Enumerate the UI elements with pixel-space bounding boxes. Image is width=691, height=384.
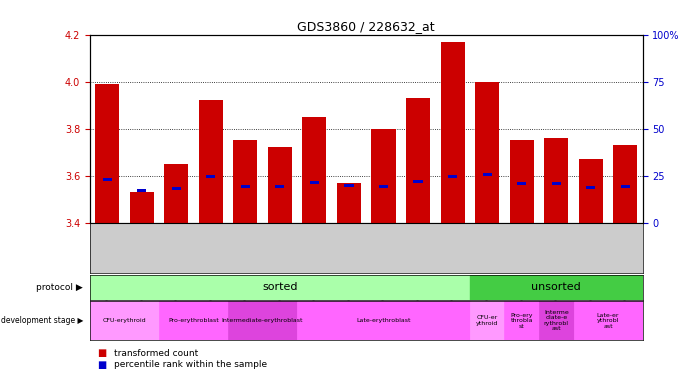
Bar — [129, 192, 153, 223]
Text: ■: ■ — [97, 360, 106, 370]
Text: protocol ▶: protocol ▶ — [36, 283, 83, 291]
Bar — [475, 82, 499, 223]
Bar — [613, 145, 637, 223]
Bar — [470, 275, 643, 300]
Bar — [275, 185, 285, 188]
Text: Late-erythroblast: Late-erythroblast — [357, 318, 410, 323]
Bar — [171, 187, 181, 190]
Bar — [344, 184, 354, 187]
Bar — [372, 129, 395, 223]
Bar — [95, 84, 119, 223]
Bar — [482, 173, 492, 176]
Bar — [159, 301, 228, 340]
Bar — [574, 301, 643, 340]
Text: percentile rank within the sample: percentile rank within the sample — [114, 360, 267, 369]
Bar — [621, 185, 630, 188]
Bar — [90, 275, 470, 300]
Bar — [440, 41, 464, 223]
Bar — [551, 182, 561, 185]
Bar — [137, 189, 146, 192]
Text: sorted: sorted — [262, 282, 298, 292]
Bar — [545, 138, 568, 223]
Text: CFU-erythroid: CFU-erythroid — [102, 318, 146, 323]
Text: Pro-ery
throbla
st: Pro-ery throbla st — [511, 313, 533, 329]
Bar — [228, 301, 297, 340]
Bar — [267, 147, 292, 223]
Text: unsorted: unsorted — [531, 282, 581, 292]
Bar — [406, 98, 430, 223]
Bar — [470, 301, 504, 340]
Bar — [164, 164, 188, 223]
Bar — [240, 185, 250, 188]
Bar — [504, 301, 539, 340]
Bar — [517, 182, 527, 185]
Text: transformed count: transformed count — [114, 349, 198, 358]
Bar — [337, 183, 361, 223]
Bar — [509, 141, 533, 223]
Bar — [302, 117, 326, 223]
Bar — [233, 141, 257, 223]
Text: Interme
diate-e
rythrobl
ast: Interme diate-e rythrobl ast — [544, 310, 569, 331]
Bar — [198, 101, 223, 223]
Text: CFU-er
ythroid: CFU-er ythroid — [476, 315, 498, 326]
Text: Late-er
ythrobl
ast: Late-er ythrobl ast — [597, 313, 619, 329]
Bar — [297, 301, 470, 340]
Text: ■: ■ — [97, 348, 106, 358]
Bar — [448, 175, 457, 179]
Title: GDS3860 / 228632_at: GDS3860 / 228632_at — [297, 20, 435, 33]
Bar — [102, 178, 112, 181]
Bar — [310, 181, 319, 184]
Text: Pro-erythroblast: Pro-erythroblast — [168, 318, 219, 323]
Bar — [413, 180, 423, 183]
Bar — [578, 159, 603, 223]
Bar — [379, 185, 388, 188]
Text: development stage ▶: development stage ▶ — [1, 316, 83, 325]
Bar — [206, 175, 216, 179]
Bar — [539, 301, 574, 340]
Text: Intermediate-erythroblast: Intermediate-erythroblast — [222, 318, 303, 323]
Bar — [586, 186, 596, 189]
Bar — [90, 301, 159, 340]
